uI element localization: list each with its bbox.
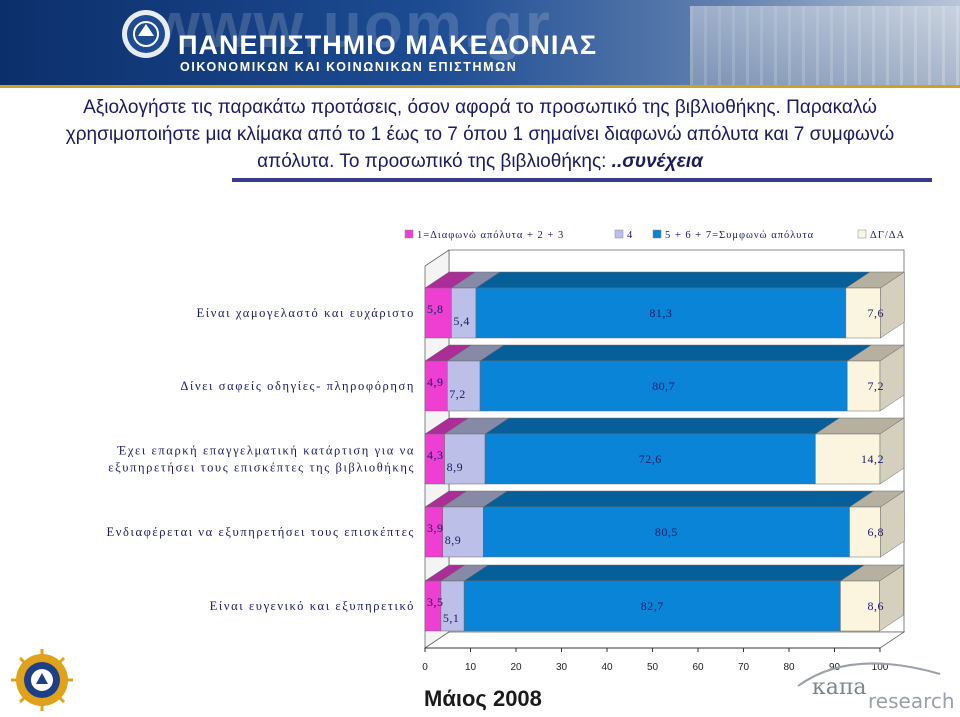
value-label-1-1: 7,2 (449, 387, 466, 401)
x-tick-label-2: 20 (510, 662, 522, 673)
x-tick-label-1: 10 (465, 662, 477, 673)
legend-label-1: 4 (627, 230, 633, 241)
university-subtitle: ΟΙΚΟΝΟΜΙΚΩΝ ΚΑΙ ΚΟΙΝΩΝΙΚΩΝ ΕΠΙΣΤΗΜΩΝ (180, 60, 518, 74)
x-tick-label-8: 80 (783, 662, 795, 673)
library-seal-icon (11, 649, 73, 711)
value-label-3-1: 7,2 (868, 379, 885, 393)
value-label-0-1: 4,9 (427, 375, 444, 389)
value-label-2-4: 82,7 (641, 599, 664, 613)
legend-swatch-0 (404, 229, 414, 239)
category-labels: Είναι χαμογελαστό και ευχάριστο Δίνει σαφ… (107, 306, 416, 613)
bar-top-2-1 (479, 344, 873, 362)
bar-2-4 (463, 580, 841, 632)
kapa-logo-word: κaπa (812, 675, 866, 700)
bar-row-3 (424, 490, 906, 558)
bar-side-2 (879, 417, 905, 485)
legend-swatch-2 (652, 229, 662, 239)
value-label-0-4: 3,5 (427, 595, 444, 609)
bar-row-1 (424, 344, 905, 412)
value-label-2-3: 80,5 (655, 525, 678, 539)
category-label-4: Είναι ευγενικό και εξυπηρετικό (210, 599, 415, 613)
value-label-1-3: 8,9 (445, 533, 462, 547)
value-label-3-3: 6,8 (868, 525, 885, 539)
floor (423, 631, 906, 649)
continuation-label: ..συνέχεια (611, 151, 703, 172)
legend-label-0: 1=Διαφωνώ απόλυτα + 2 + 3 (417, 230, 564, 241)
bar-row-2 (424, 417, 905, 485)
category-label-1: Δίνει σαφείς οδηγίες- πληροφόρηση (180, 379, 415, 393)
x-tick-label-3: 30 (556, 662, 568, 673)
bar-1-2 (444, 433, 486, 485)
x-tick-label-7: 70 (738, 662, 750, 673)
university-name: ΠΑΝΕΠΙΣΤΗΜΙΟ ΜΑΚΕΔΟΝΙΑΣ (178, 30, 598, 60)
bar-top-2-3 (482, 490, 875, 508)
x-tick-label-5: 50 (647, 662, 659, 673)
kapa-research-logo: κaπa research (797, 662, 955, 713)
legend-label-3: ΔΓ/ΔΑ (870, 230, 905, 241)
value-label-2-2: 72,6 (639, 452, 662, 466)
value-label-1-2: 8,9 (447, 460, 464, 474)
bar-side-3 (880, 490, 905, 558)
value-label-3-0: 7,6 (868, 306, 885, 320)
watermark-url: www.uom.gr (150, 0, 552, 61)
bar-group: 5,85,481,3 7,64,97,280,7 7,24,38,972,6 14,2… (424, 271, 906, 632)
category-label-0: Είναι χαμογελαστό και ευχάριστο (197, 306, 415, 320)
x-tick-label-6: 60 (692, 662, 704, 673)
bar-2-1 (479, 360, 848, 412)
x-axis: 0 10 20 30 40 50 60 70 80 90 100 (422, 647, 889, 673)
question-line-3-text: απόλυτα. Το προσωπικό της βιβλιοθήκης: (257, 151, 612, 172)
legend-label-2: 5 + 6 + 7=Συμφωνώ απόλυτα (665, 230, 814, 241)
value-label-0-3: 3,9 (427, 521, 444, 535)
bar-2-0 (475, 287, 847, 339)
bar-top-2-0 (475, 271, 871, 289)
value-label-3-2: 14,2 (861, 452, 884, 466)
bar-1-1 (447, 360, 481, 412)
bar-1-3 (442, 506, 484, 558)
value-label-1-4: 5,1 (443, 611, 460, 625)
survey-date: Μάιος 2008 (424, 686, 542, 711)
university-emblem-icon (122, 10, 170, 58)
bar-top-2-4 (463, 564, 866, 582)
bar-side-0 (880, 271, 905, 339)
value-label-0-2: 4,3 (427, 448, 444, 462)
question-text: Αξιολογήστε τις παρακάτω προτάσεις, όσον… (30, 94, 930, 175)
bar-1-0 (451, 287, 477, 339)
question-line-3: απόλυτα. Το προσωπικό της βιβλιοθήκης: .… (30, 148, 930, 175)
bar-side-4 (879, 564, 904, 632)
header-banner: www.uom.gr ΠΑΝΕΠΙΣΤΗΜΙΟ ΜΑΚΕΔΟΝΙΑΣ ΟΙΚΟΝ… (0, 0, 960, 88)
legend-swatch-1 (614, 229, 624, 239)
bar-3-0 (845, 287, 881, 339)
question-line-2: χρησιμοποιήστε μια κλίμακα από το 1 έως … (65, 124, 895, 145)
value-label-2-1: 80,7 (652, 379, 675, 393)
bar-0-0 (424, 287, 452, 339)
bar-2-3 (482, 506, 850, 558)
value-label-1-0: 5,4 (453, 314, 470, 328)
category-label-2-0: Έχει επαρκή επαγγελματική κατάρτιση για … (117, 444, 415, 458)
bar-side-1 (879, 344, 905, 412)
x-tick-label-0: 0 (422, 662, 428, 673)
bar-row-4 (424, 564, 905, 632)
value-label-2-0: 81,3 (649, 306, 672, 320)
value-label-3-4: 8,6 (868, 599, 885, 613)
x-tick-label-10: 100 (872, 662, 889, 673)
x-tick-label-4: 40 (601, 662, 613, 673)
title-underline (232, 178, 932, 182)
bar-3-3 (849, 506, 881, 558)
chart-legend: 1=Διαφωνώ απόλυτα + 2 + 3 4 5 + 6 + 7=Συμφ… (404, 229, 905, 241)
category-label-2-1: εξυπηρετήσει τους επισκέπτες της βιβλιοθ… (108, 461, 415, 475)
bar-top-2-2 (484, 417, 841, 435)
question-line-1: Αξιολογήστε τις παρακάτω προτάσεις, όσον… (83, 97, 877, 118)
kapa-logo-sub: research (868, 689, 955, 713)
bar-2-2 (484, 433, 816, 485)
banner-divider (0, 85, 960, 88)
bar-row-0 (424, 271, 906, 339)
legend-swatch-3 (857, 229, 867, 239)
bar-3-2 (815, 433, 881, 485)
bar-3-1 (846, 360, 881, 412)
category-label-3: Ενδιαφέρεται να εξυπηρετήσει τους επισκέ… (107, 525, 416, 539)
value-label-0-0: 5,8 (427, 302, 444, 316)
building-image (690, 6, 960, 88)
